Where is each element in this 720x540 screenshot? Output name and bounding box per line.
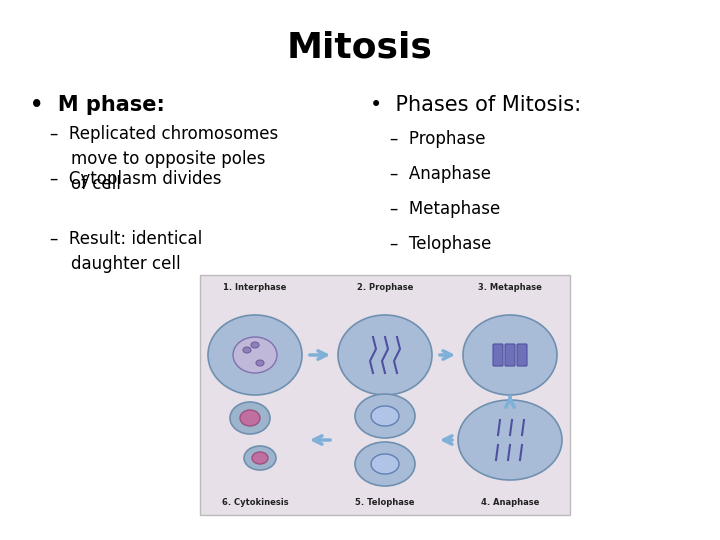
Ellipse shape xyxy=(463,315,557,395)
Ellipse shape xyxy=(252,452,268,464)
FancyBboxPatch shape xyxy=(517,344,527,366)
Ellipse shape xyxy=(371,406,399,426)
Ellipse shape xyxy=(243,347,251,353)
Ellipse shape xyxy=(355,394,415,438)
Ellipse shape xyxy=(208,315,302,395)
Text: –  Replicated chromosomes
    move to opposite poles
    of cell: – Replicated chromosomes move to opposit… xyxy=(50,125,278,193)
Text: 3. Metaphase: 3. Metaphase xyxy=(478,283,542,292)
Text: –  Telophase: – Telophase xyxy=(390,235,491,253)
Ellipse shape xyxy=(251,342,259,348)
Text: •  Phases of Mitosis:: • Phases of Mitosis: xyxy=(370,95,581,115)
Ellipse shape xyxy=(233,337,277,373)
Text: –  Anaphase: – Anaphase xyxy=(390,165,491,183)
Text: •  M phase:: • M phase: xyxy=(30,95,165,115)
Ellipse shape xyxy=(355,442,415,486)
Text: Mitosis: Mitosis xyxy=(287,30,433,64)
Ellipse shape xyxy=(230,402,270,434)
Ellipse shape xyxy=(240,410,260,426)
Ellipse shape xyxy=(371,454,399,474)
FancyBboxPatch shape xyxy=(493,344,503,366)
FancyBboxPatch shape xyxy=(200,275,570,515)
Ellipse shape xyxy=(338,315,432,395)
Text: 1. Interphase: 1. Interphase xyxy=(223,283,287,292)
Text: 6. Cytokinesis: 6. Cytokinesis xyxy=(222,498,288,507)
Text: 4. Anaphase: 4. Anaphase xyxy=(481,498,539,507)
Text: –  Prophase: – Prophase xyxy=(390,130,485,148)
Text: –  Metaphase: – Metaphase xyxy=(390,200,500,218)
Text: –  Result: identical
    daughter cell: – Result: identical daughter cell xyxy=(50,230,202,273)
Ellipse shape xyxy=(458,400,562,480)
Text: 5. Telophase: 5. Telophase xyxy=(355,498,415,507)
Text: –  Cytoplasm divides: – Cytoplasm divides xyxy=(50,170,222,188)
Text: 2. Prophase: 2. Prophase xyxy=(357,283,413,292)
Ellipse shape xyxy=(256,360,264,366)
FancyBboxPatch shape xyxy=(505,344,515,366)
Ellipse shape xyxy=(244,446,276,470)
